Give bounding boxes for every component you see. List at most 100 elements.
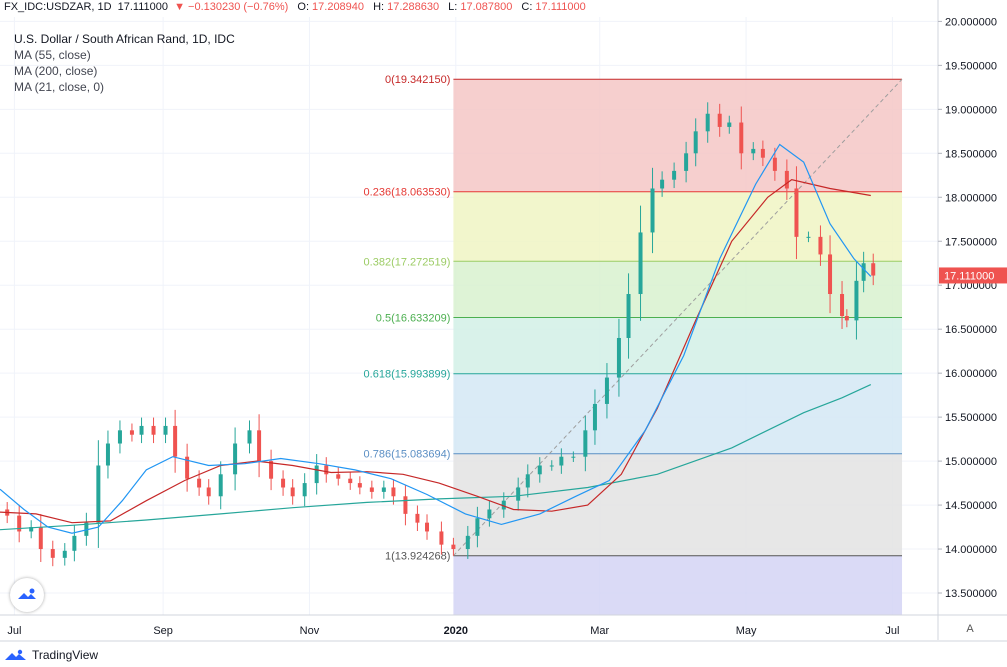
price-tick-label: 16.000000 [945,368,997,380]
fib-band [453,317,903,374]
price-tick-label: 13.500000 [945,588,997,600]
candle-body [583,430,588,457]
candle-body [357,483,362,488]
candle-body [592,403,597,431]
open-value: O: 17.208940 [297,1,365,13]
candle-body [139,425,144,435]
time-tick-label: Mar [590,625,609,637]
candle-body [871,263,876,276]
chart-legend: U.S. Dollar / South African Rand, 1D, ID… [14,31,235,95]
time-tick-label: 2020 [444,625,468,637]
legend-ma55[interactable]: MA (55, close) [14,48,91,62]
candle-body [314,465,319,484]
symbol-header: FX_IDC:USDZAR, 1D 17.111000 ▼ −0.130230 … [4,1,592,13]
fib-band [453,79,903,192]
candle-body [549,465,554,467]
candle-body [772,157,777,171]
chart-title: U.S. Dollar / South African Rand, 1D, ID… [14,32,235,46]
candle-body [638,232,643,295]
price-tick-label: 16.500000 [945,324,997,336]
auto-scale-button[interactable]: A [966,623,974,635]
ma55-line [0,143,872,534]
candle-body [197,478,202,488]
candle-body [38,527,43,550]
candle-body [257,430,262,462]
candle-body [185,456,190,479]
candle-body [604,377,609,404]
fibonacci-retracement[interactable]: 0(19.342150) 0.236(18.063530) 0.382(17.272… [364,74,903,615]
price-tick-label: 20.000000 [945,16,997,28]
legend-ma21[interactable]: MA (21, close, 0) [14,80,105,94]
price-tick-label: 15.500000 [945,412,997,424]
candle-body [571,456,576,458]
candle-body [537,465,542,475]
fib-band [453,453,903,556]
candle-body [324,465,329,475]
price-tick-label: 14.000000 [945,544,997,556]
candle-body [163,425,168,435]
candle-body [84,522,89,536]
last-price-tag [939,267,1007,284]
candle-body [439,531,444,545]
candle-body [616,337,621,378]
candle-body [516,487,521,501]
time-tick-label: Sep [153,625,173,637]
candle-body [650,188,655,233]
candle-body [117,430,122,444]
candle-body [369,487,374,492]
candle-body [72,535,77,551]
fib-band [453,191,903,262]
low-value: L: 17.087800 [448,1,513,13]
time-tick-label: May [736,625,757,637]
candle-body [794,188,799,237]
time-tick-label: Jul [885,625,899,637]
candle-body [173,425,178,457]
price-tick-label: 14.500000 [945,500,997,512]
candle-body [302,483,307,497]
candle-body [727,122,732,127]
candle-body [818,236,823,255]
candle-body [840,294,845,316]
candle-body [751,148,756,154]
candle-body [559,456,564,466]
candle-body [151,425,156,435]
candle-body [336,474,341,479]
close-value: C: 17.111000 [521,1,586,13]
fib-level-label: 0.786(15.083694) [364,449,451,461]
candle-body [487,509,492,519]
candle-body [269,461,274,479]
candle-body [626,294,631,338]
candle-body [129,430,134,435]
candle-body [281,478,286,488]
fib-band [453,373,903,454]
price-tick-label: 17.500000 [945,236,997,248]
candle-body [415,513,420,523]
fib-band [453,555,903,615]
fib-level-label: 0.5(16.633209) [376,312,451,324]
tradingview-badge-icon [18,588,36,599]
fib-level-label: 0.618(15.993899) [364,369,451,381]
candle-body [391,487,396,497]
candle-body [50,549,55,558]
candle-body [693,131,698,154]
candle-body [233,443,238,475]
price-tick-label: 18.000000 [945,192,997,204]
candle-body [525,474,530,488]
candle-body [854,280,859,321]
candle-body [206,487,211,497]
legend-ma200[interactable]: MA (200, close) [14,64,98,78]
candle-body [501,500,506,510]
last-price-label: 17.111000 [944,270,994,282]
candle-body [290,487,295,497]
candle-body [760,148,765,158]
candle-body [218,474,223,497]
candle-body [705,113,710,132]
tradingview-logo-button[interactable] [10,578,44,612]
candle-body [684,153,689,171]
price-axis[interactable]: 20.000000 19.500000 19.000000 18.500000 18.0… [937,0,1007,640]
price-tick-label: 19.500000 [945,60,997,72]
candle-body [62,550,67,558]
candle-body [29,527,34,532]
time-axis[interactable]: Jul Sep Nov 2020 Mar May Jul [0,614,1007,642]
